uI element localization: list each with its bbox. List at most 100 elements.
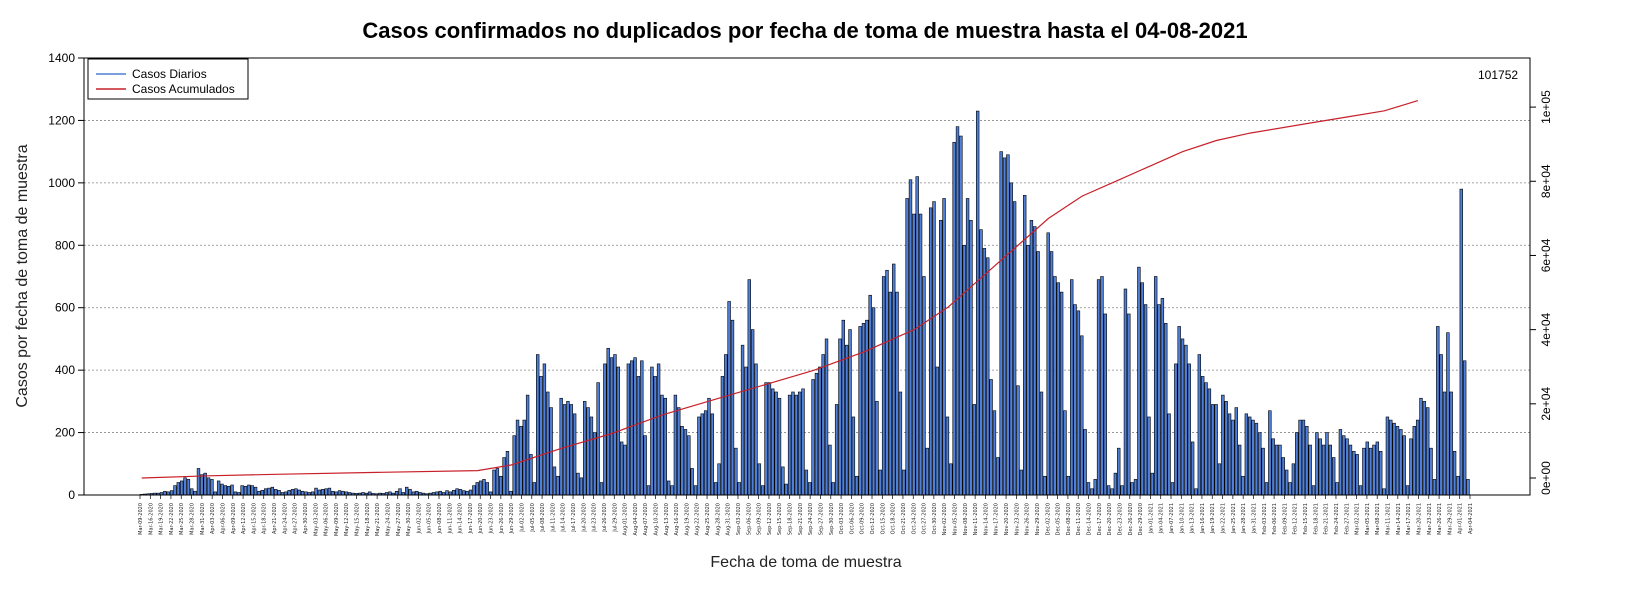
daily-bar <box>1244 413 1249 496</box>
daily-bar <box>562 404 567 496</box>
daily-bar <box>925 447 929 496</box>
daily-bar <box>818 366 822 496</box>
daily-bar <box>495 468 500 496</box>
daily-bar <box>1117 447 1121 496</box>
x-tick-label: Jun-14-2020 <box>458 503 464 535</box>
daily-bar <box>593 432 597 496</box>
x-tick-label: Apr-24-2020 <box>282 503 288 534</box>
x-tick-label: Dec-20-2020 <box>1107 503 1113 535</box>
daily-bar <box>1106 485 1111 496</box>
daily-bar <box>324 488 328 496</box>
x-tick-label: Feb-18-2021 <box>1313 503 1319 535</box>
daily-bar <box>1368 447 1373 496</box>
daily-bar <box>814 372 819 496</box>
legend-daily-label: Casos Diarios <box>132 67 207 81</box>
x-tick-label: May-12-2020 <box>344 503 350 536</box>
daily-bar <box>1248 416 1252 496</box>
daily-bar <box>750 329 755 496</box>
daily-bar <box>589 416 594 496</box>
daily-bar <box>797 391 802 496</box>
daily-bar <box>626 363 631 496</box>
daily-bar <box>878 469 882 496</box>
daily-bar <box>512 435 516 496</box>
daily-bar <box>1046 232 1050 496</box>
daily-bar <box>680 426 684 496</box>
daily-bar <box>777 397 782 496</box>
daily-bar <box>1217 463 1222 496</box>
daily-bar <box>1059 291 1064 496</box>
daily-bar <box>227 485 231 496</box>
daily-bar <box>394 490 399 496</box>
x-tick-label: Mar-28-2020 <box>190 503 196 535</box>
daily-bar <box>505 450 510 496</box>
x-tick-label: Feb-24-2021 <box>1334 503 1340 535</box>
daily-bar <box>1429 447 1433 496</box>
daily-bar <box>1291 463 1296 496</box>
daily-bar <box>230 484 234 496</box>
daily-bar <box>606 347 610 496</box>
daily-bar <box>1379 450 1383 496</box>
daily-bar <box>405 486 409 496</box>
y-tick-label: 1200 <box>48 113 75 127</box>
daily-bar <box>1026 244 1030 496</box>
x-tick-label: Dec-29-2020 <box>1138 503 1144 535</box>
daily-bar <box>653 376 657 496</box>
daily-bar <box>734 447 738 496</box>
x-tick-label: Oct-18-2020 <box>891 503 897 534</box>
daily-bar <box>972 404 976 496</box>
daily-bar <box>485 482 489 496</box>
x-tick-label: Nov-02-2020 <box>942 503 948 535</box>
daily-bar <box>1385 416 1390 496</box>
daily-bar <box>445 490 449 496</box>
daily-bar <box>1096 279 1101 496</box>
daily-bar <box>1315 432 1319 496</box>
daily-bar <box>1234 407 1238 496</box>
daily-bar <box>515 419 520 496</box>
x-tick-label: Apr-18-2020 <box>262 503 268 534</box>
daily-bar <box>206 477 211 496</box>
x-tick-label: Mar-14-2021 <box>1396 503 1402 535</box>
daily-bar <box>1382 488 1386 496</box>
daily-bar <box>905 198 909 496</box>
daily-bar <box>885 269 889 496</box>
daily-bar <box>415 490 419 496</box>
y-tick-label: 200 <box>55 426 75 440</box>
daily-bar <box>243 485 248 496</box>
daily-bar <box>838 338 842 496</box>
daily-bar <box>169 490 174 496</box>
daily-bar <box>1180 338 1185 496</box>
daily-bar <box>1422 401 1427 496</box>
x-tick-label: Oct-21-2020 <box>901 503 907 534</box>
daily-bar <box>519 426 523 496</box>
daily-bar <box>1288 482 1292 496</box>
x-tick-label: Apr-21-2020 <box>272 503 278 534</box>
daily-bar <box>1177 326 1181 496</box>
daily-bar <box>1231 419 1235 496</box>
daily-bar <box>1033 226 1037 496</box>
daily-bar <box>1160 298 1165 496</box>
daily-bar <box>1100 276 1104 496</box>
x-tick-label: Feb-03-2021 <box>1262 503 1268 535</box>
daily-bar <box>210 479 214 496</box>
x-tick-label: Nov-23-2020 <box>1014 503 1020 535</box>
daily-bar <box>468 489 473 496</box>
x-tick-label: Aug-16-2020 <box>674 503 680 535</box>
x-tick-label: Nov-05-2020 <box>952 503 958 535</box>
daily-bar <box>979 229 983 496</box>
x-tick-label: Mar-19-2020 <box>159 503 165 535</box>
x-tick-label: May-27-2020 <box>396 503 402 536</box>
x-tick-label: Jul-17-2020 <box>571 503 577 533</box>
daily-bar <box>609 357 614 496</box>
daily-bar <box>986 257 990 496</box>
daily-bar <box>1301 419 1306 496</box>
x-tick-label: Nov-14-2020 <box>983 503 989 535</box>
daily-bar <box>1019 469 1024 496</box>
x-tick-label: Dec-23-2020 <box>1117 503 1123 535</box>
daily-bar <box>1325 432 1329 496</box>
x-tick-label: Apr-01-2021 <box>1458 503 1464 534</box>
x-tick-label: Aug-01-2020 <box>623 503 629 535</box>
daily-bar <box>992 410 997 496</box>
daily-bar <box>1204 382 1208 496</box>
daily-bar <box>1318 438 1322 496</box>
